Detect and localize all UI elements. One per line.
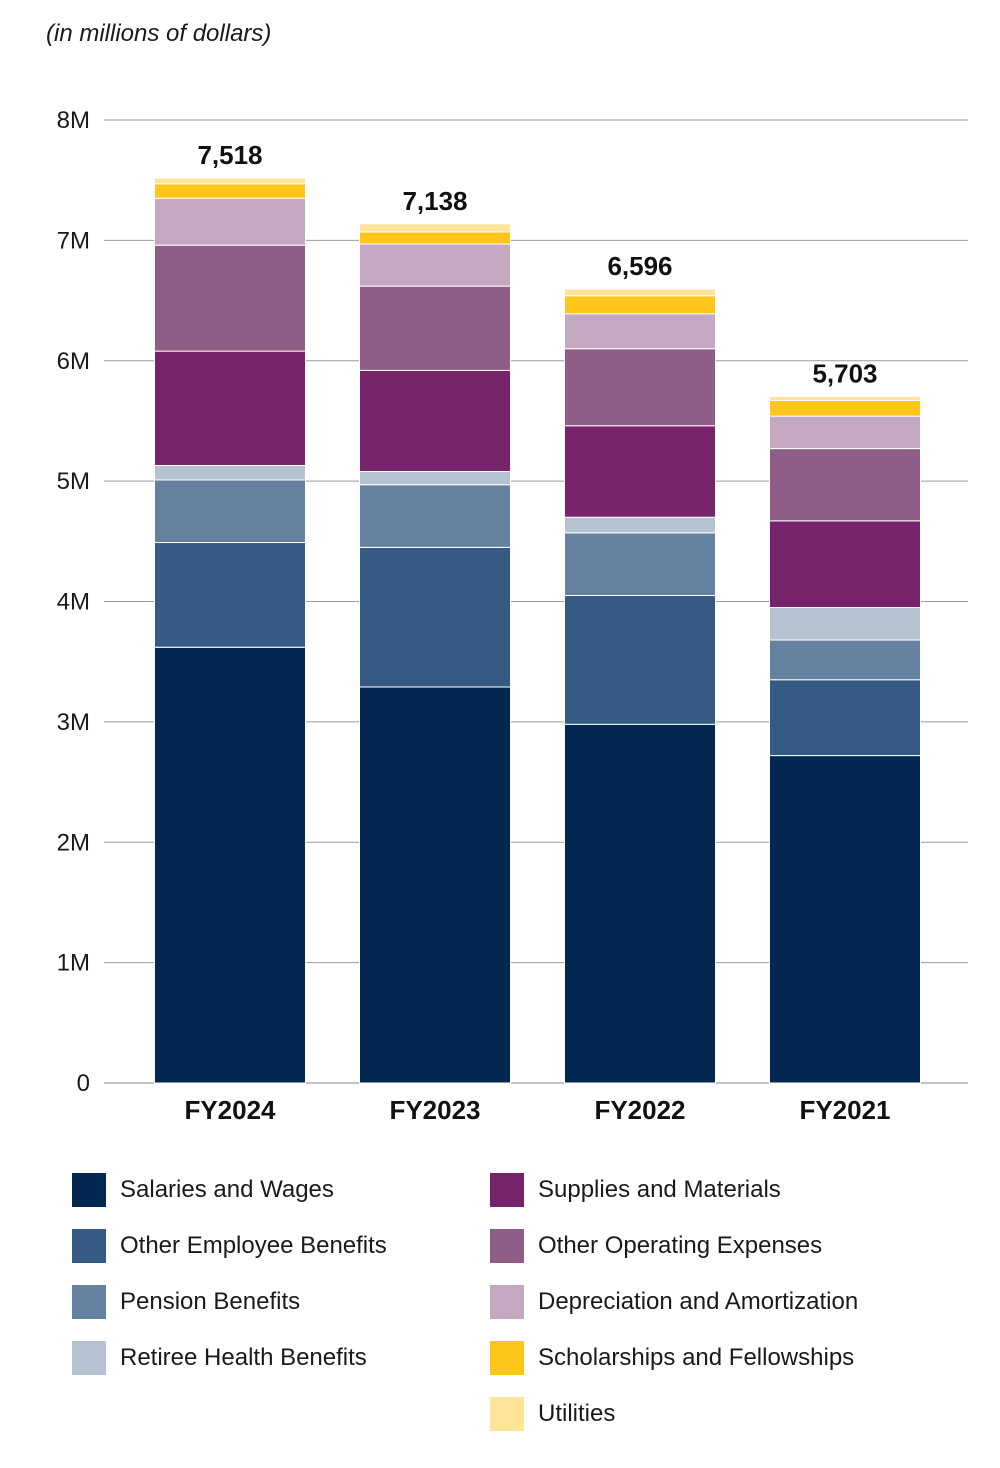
legend-item: Other Employee Benefits [72,1228,387,1264]
legend-item: Scholarships and Fellowships [490,1340,854,1376]
bar-segment [769,448,921,522]
legend-item: Depreciation and Amortization [490,1284,858,1320]
bar-segment [564,516,716,534]
bar-segment [564,348,716,427]
total-label: 7,138 [402,186,467,216]
legend-label: Scholarships and Fellowships [538,1344,855,1371]
legend-label: Retiree Health Benefits [120,1344,367,1371]
bar-segment [359,484,511,548]
bar-segment [564,723,716,1084]
legend-item: Utilities [490,1396,615,1432]
total-label: 5,703 [812,359,877,389]
chart-subtitle: (in millions of dollars) [46,20,272,47]
bar-segment [359,231,511,245]
y-tick-label: 3M [57,709,90,736]
bar-segment [564,532,716,596]
legend-item: Salaries and Wages [72,1172,334,1208]
total-labels: 7,518 7,138 6,596 5,703 [197,140,877,388]
legend-swatch [72,1229,106,1263]
legend-label: Supplies and Materials [538,1176,781,1203]
bar-segment [769,679,921,757]
x-tick-label: FY2023 [389,1095,480,1125]
bar-segment [359,285,511,371]
bar-segment [564,288,716,297]
y-tick-label: 2M [57,829,90,856]
legend-swatch [490,1229,524,1263]
bar-segment [769,607,921,641]
y-axis-ticks: 0 1M 2M 3M 4M 5M 6M 7M 8M [57,107,90,1097]
bar-segment [769,399,921,417]
bar-segment [154,479,306,544]
y-tick-label: 4M [57,589,90,616]
y-tick-label: 6M [57,348,90,375]
legend-label: Other Operating Expenses [538,1232,823,1259]
legend-swatch [490,1397,524,1431]
y-tick-label: 5M [57,468,90,495]
x-tick-label: FY2021 [799,1095,890,1125]
bar-segment [359,369,511,472]
bar-segment [154,183,306,199]
y-tick-label: 0 [77,1070,90,1097]
x-tick-label: FY2024 [184,1095,276,1125]
legend-item: Supplies and Materials [490,1172,781,1208]
legend-label: Pension Benefits [120,1288,301,1315]
legend-swatch [72,1173,106,1207]
legend-item: Other Operating Expenses [490,1228,822,1264]
bar-segment [154,350,306,466]
bar-segment [359,546,511,688]
y-tick-label: 8M [57,107,90,134]
legend-swatch [490,1341,524,1375]
bar-segment [564,425,716,518]
stacked-bar-chart: 0 1M 2M 3M 4M 5M 6M 7M 8M 7,518 7,138 6,596 5,703 F… [57,107,968,1125]
bar-segment [359,686,511,1084]
legend-swatch [72,1341,106,1375]
legend-label: Utilities [538,1400,616,1427]
y-tick-label: 7M [57,227,90,254]
bar-segment [769,396,921,401]
bar-segment [154,177,306,185]
bar-segment [154,464,306,481]
bar-segment [359,470,511,486]
y-tick-label: 1M [57,950,90,977]
legend-swatch [72,1285,106,1319]
bar-segment [359,223,511,233]
legend-label: Depreciation and Amortization [538,1288,859,1315]
bar-segment [154,244,306,352]
bar-segment [769,639,921,681]
total-label: 6,596 [607,251,672,281]
bar-segment [564,594,716,725]
total-label: 7,518 [197,140,262,170]
bar-segment [359,243,511,287]
bar-segment [769,520,921,609]
legend-item: Pension Benefits [72,1284,300,1320]
bars [154,177,921,1084]
bar-segment [154,542,306,648]
bar-segment [564,295,716,315]
legend-label: Salaries and Wages [120,1176,334,1203]
legend-swatch [490,1173,524,1207]
legend-swatch [490,1285,524,1319]
bar-segment [564,313,716,350]
bar-segment [154,646,306,1084]
legend-label: Other Employee Benefits [120,1232,387,1259]
bar-segment [769,755,921,1084]
bar-segment [154,197,306,246]
x-tick-label: FY2022 [594,1095,685,1125]
legend-item: Retiree Health Benefits [72,1340,367,1376]
bar-segment [769,415,921,450]
x-axis-ticks: FY2024 FY2023 FY2022 FY2021 [184,1095,890,1125]
